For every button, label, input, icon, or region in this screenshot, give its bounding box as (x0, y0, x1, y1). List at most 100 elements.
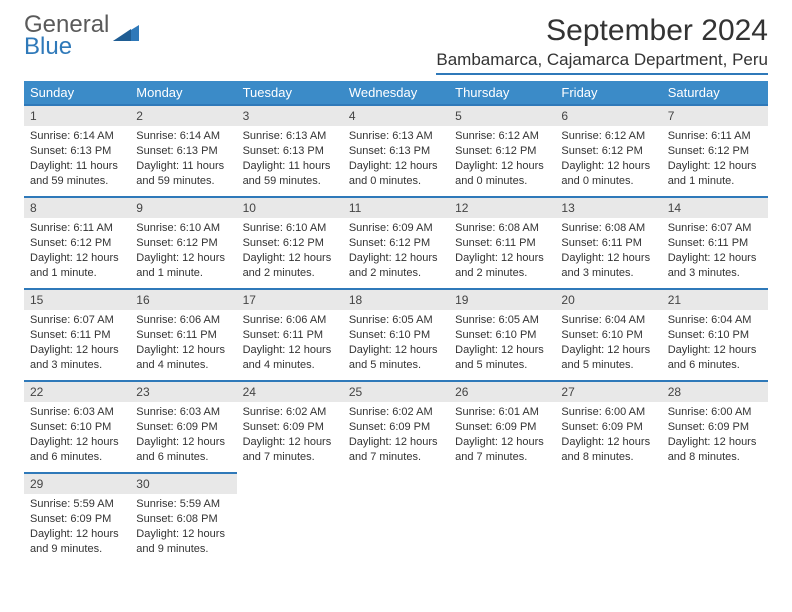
calendar-cell (662, 472, 768, 564)
sunset-text: Sunset: 6:11 PM (668, 236, 762, 251)
daylight-text: Daylight: 12 hours (30, 435, 124, 450)
sunset-text: Sunset: 6:11 PM (243, 328, 337, 343)
calendar-cell (343, 472, 449, 564)
calendar-cell: 14Sunrise: 6:07 AMSunset: 6:11 PMDayligh… (662, 196, 768, 288)
day-number: 15 (24, 288, 130, 310)
calendar-row: 22Sunrise: 6:03 AMSunset: 6:10 PMDayligh… (24, 380, 768, 472)
weekday-header: Monday (130, 81, 236, 104)
sunset-text: Sunset: 6:13 PM (349, 144, 443, 159)
daylight-text: and 6 minutes. (136, 450, 230, 465)
daylight-text: and 1 minute. (136, 266, 230, 281)
sunset-text: Sunset: 6:09 PM (349, 420, 443, 435)
sunset-text: Sunset: 6:12 PM (455, 144, 549, 159)
day-body: Sunrise: 6:10 AMSunset: 6:12 PMDaylight:… (237, 218, 343, 286)
calendar-cell (237, 472, 343, 564)
daylight-text: Daylight: 12 hours (349, 251, 443, 266)
daylight-text: Daylight: 11 hours (136, 159, 230, 174)
sunset-text: Sunset: 6:11 PM (455, 236, 549, 251)
daylight-text: Daylight: 12 hours (349, 343, 443, 358)
daylight-text: Daylight: 12 hours (561, 435, 655, 450)
daylight-text: Daylight: 12 hours (30, 343, 124, 358)
calendar-body: 1Sunrise: 6:14 AMSunset: 6:13 PMDaylight… (24, 104, 768, 564)
calendar-cell: 24Sunrise: 6:02 AMSunset: 6:09 PMDayligh… (237, 380, 343, 472)
calendar-cell: 10Sunrise: 6:10 AMSunset: 6:12 PMDayligh… (237, 196, 343, 288)
day-body: Sunrise: 6:05 AMSunset: 6:10 PMDaylight:… (343, 310, 449, 378)
daylight-text: Daylight: 12 hours (349, 435, 443, 450)
weekday-header: Sunday (24, 81, 130, 104)
calendar-row: 1Sunrise: 6:14 AMSunset: 6:13 PMDaylight… (24, 104, 768, 196)
calendar-row: 8Sunrise: 6:11 AMSunset: 6:12 PMDaylight… (24, 196, 768, 288)
calendar-cell: 27Sunrise: 6:00 AMSunset: 6:09 PMDayligh… (555, 380, 661, 472)
daylight-text: Daylight: 12 hours (668, 343, 762, 358)
sunrise-text: Sunrise: 6:11 AM (30, 221, 124, 236)
sunrise-text: Sunrise: 6:08 AM (455, 221, 549, 236)
daylight-text: and 5 minutes. (455, 358, 549, 373)
day-number: 21 (662, 288, 768, 310)
day-number: 28 (662, 380, 768, 402)
calendar-cell (449, 472, 555, 564)
daylight-text: Daylight: 12 hours (455, 343, 549, 358)
calendar-cell: 4Sunrise: 6:13 AMSunset: 6:13 PMDaylight… (343, 104, 449, 196)
sunrise-text: Sunrise: 6:12 AM (561, 129, 655, 144)
calendar-cell: 21Sunrise: 6:04 AMSunset: 6:10 PMDayligh… (662, 288, 768, 380)
daylight-text: Daylight: 11 hours (243, 159, 337, 174)
calendar-cell: 23Sunrise: 6:03 AMSunset: 6:09 PMDayligh… (130, 380, 236, 472)
day-number: 23 (130, 380, 236, 402)
calendar-cell: 20Sunrise: 6:04 AMSunset: 6:10 PMDayligh… (555, 288, 661, 380)
daylight-text: and 59 minutes. (243, 174, 337, 189)
calendar-row: 15 Sunrise: 6:07 AM Sunset: 6:11 PM Dayligh… (24, 288, 768, 380)
calendar-cell: 28Sunrise: 6:00 AMSunset: 6:09 PMDayligh… (662, 380, 768, 472)
day-body: Sunrise: 6:03 AMSunset: 6:09 PMDaylight:… (130, 402, 236, 470)
daylight-text: and 0 minutes. (349, 174, 443, 189)
weekday-header: Saturday (662, 81, 768, 104)
day-body: Sunrise: 6:11 AMSunset: 6:12 PMDaylight:… (662, 126, 768, 194)
sunrise-text: Sunrise: 6:14 AM (136, 129, 230, 144)
sunset-text: Sunset: 6:12 PM (561, 144, 655, 159)
daylight-text: and 5 minutes. (561, 358, 655, 373)
sunrise-text: Sunrise: 6:06 AM (136, 313, 230, 328)
sunrise-text: Sunrise: 6:06 AM (243, 313, 337, 328)
day-number: 29 (24, 472, 130, 494)
weekday-header: Wednesday (343, 81, 449, 104)
calendar-cell: 8Sunrise: 6:11 AMSunset: 6:12 PMDaylight… (24, 196, 130, 288)
sunset-text: Sunset: 6:08 PM (136, 512, 230, 527)
day-body: Sunrise: 6:07 AMSunset: 6:11 PMDaylight:… (662, 218, 768, 286)
sunset-text: Sunset: 6:10 PM (455, 328, 549, 343)
sunset-text: Sunset: 6:09 PM (136, 420, 230, 435)
sunrise-text: Sunrise: 6:07 AM (30, 313, 124, 328)
calendar-cell: 2Sunrise: 6:14 AMSunset: 6:13 PMDaylight… (130, 104, 236, 196)
day-body: Sunrise: 6:03 AMSunset: 6:10 PMDaylight:… (24, 402, 130, 470)
daylight-text: and 3 minutes. (668, 266, 762, 281)
calendar-cell: 26Sunrise: 6:01 AMSunset: 6:09 PMDayligh… (449, 380, 555, 472)
calendar-cell: 11Sunrise: 6:09 AMSunset: 6:12 PMDayligh… (343, 196, 449, 288)
day-body: Sunrise: 6:12 AMSunset: 6:12 PMDaylight:… (449, 126, 555, 194)
calendar-cell: 22Sunrise: 6:03 AMSunset: 6:10 PMDayligh… (24, 380, 130, 472)
daylight-text: Daylight: 12 hours (668, 435, 762, 450)
day-number: 6 (555, 104, 661, 126)
day-body: Sunrise: 6:02 AMSunset: 6:09 PMDaylight:… (237, 402, 343, 470)
sunrise-text: Sunrise: 5:59 AM (136, 497, 230, 512)
daylight-text: and 0 minutes. (455, 174, 549, 189)
sunrise-text: Sunrise: 6:14 AM (30, 129, 124, 144)
calendar-cell: 7Sunrise: 6:11 AMSunset: 6:12 PMDaylight… (662, 104, 768, 196)
location: Bambamarca, Cajamarca Department, Peru (436, 50, 768, 75)
daylight-text: Daylight: 12 hours (30, 251, 124, 266)
daylight-text: Daylight: 12 hours (455, 159, 549, 174)
sunrise-text: Sunrise: 6:04 AM (561, 313, 655, 328)
daylight-text: and 6 minutes. (30, 450, 124, 465)
daylight-text: Daylight: 12 hours (136, 251, 230, 266)
daylight-text: and 8 minutes. (668, 450, 762, 465)
sunrise-text: Sunrise: 6:05 AM (455, 313, 549, 328)
day-number: 13 (555, 196, 661, 218)
day-number: 17 (237, 288, 343, 310)
calendar-cell: 12Sunrise: 6:08 AMSunset: 6:11 PMDayligh… (449, 196, 555, 288)
title-block: September 2024 Bambamarca, Cajamarca Dep… (436, 14, 768, 75)
day-number: 8 (24, 196, 130, 218)
daylight-text: and 1 minute. (668, 174, 762, 189)
calendar-cell: 13Sunrise: 6:08 AMSunset: 6:11 PMDayligh… (555, 196, 661, 288)
sunset-text: Sunset: 6:10 PM (561, 328, 655, 343)
day-body: Sunrise: 6:04 AMSunset: 6:10 PMDaylight:… (662, 310, 768, 378)
daylight-text: and 7 minutes. (243, 450, 337, 465)
sunset-text: Sunset: 6:09 PM (561, 420, 655, 435)
daylight-text: Daylight: 12 hours (243, 251, 337, 266)
